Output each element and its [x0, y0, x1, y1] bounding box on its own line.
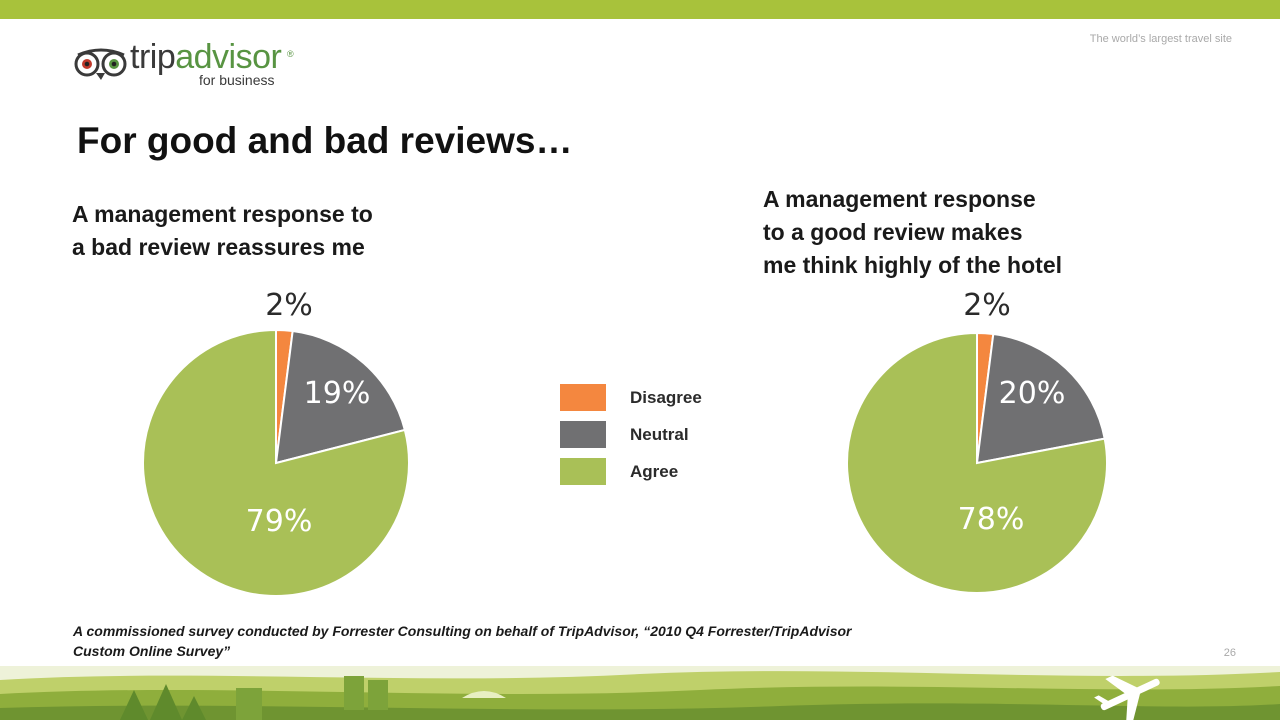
legend-swatch	[560, 421, 606, 448]
owl-eyes-icon	[74, 48, 127, 80]
legend-swatch	[560, 384, 606, 411]
tree-icon	[120, 684, 206, 720]
chart-1-title-line: a bad review reassures me	[72, 234, 365, 260]
pie-data-label: 78%	[958, 502, 1025, 537]
chart-2-title: A management response to a good review m…	[763, 183, 1062, 282]
pie-slice-agree	[846, 331, 1108, 594]
pie-data-label: 2%	[963, 288, 1011, 323]
chart-2-title-line: A management response	[763, 186, 1036, 212]
chart-2-title-line: to a good review makes	[763, 219, 1023, 245]
pie-slice-neutral	[274, 329, 407, 465]
legend-label: Disagree	[630, 388, 702, 407]
chart-2-title-line: me think highly of the hotel	[763, 252, 1062, 278]
logo-subtitle: for business	[199, 72, 275, 88]
pie-data-label: 20%	[999, 376, 1066, 411]
legend-swatch	[560, 458, 606, 485]
page-title: For good and bad reviews…	[77, 120, 573, 161]
airplane-icon	[1094, 675, 1160, 720]
logo-registered-mark: ®	[287, 49, 294, 59]
source-note-line: A commissioned survey conducted by Forre…	[73, 623, 852, 639]
top-accent-bar	[0, 0, 1280, 19]
pie-slice-agree	[142, 328, 410, 597]
pie-data-label: 79%	[246, 504, 313, 539]
footer-landscape-banner	[0, 666, 1280, 720]
chart-1-title: A management response to a bad review re…	[72, 198, 373, 264]
source-note: A commissioned survey conducted by Forre…	[73, 621, 851, 661]
source-note-line: Custom Online Survey”	[73, 643, 231, 659]
pie-data-label: 2%	[265, 288, 313, 323]
pie-slice-neutral	[975, 332, 1106, 465]
legend-label: Neutral	[630, 425, 689, 444]
page-number: 26	[1223, 647, 1236, 659]
car-icon	[462, 691, 506, 698]
building-icon	[236, 676, 388, 720]
tagline: The world’s largest travel site	[1089, 33, 1232, 45]
legend-label: Agree	[630, 462, 679, 481]
tripadvisor-logo: tripadvisor ® for business	[74, 38, 314, 90]
chart-1-title-line: A management response to	[72, 201, 373, 227]
logo-wordmark: tripadvisor	[130, 38, 282, 76]
pie-data-label: 19%	[304, 376, 371, 411]
